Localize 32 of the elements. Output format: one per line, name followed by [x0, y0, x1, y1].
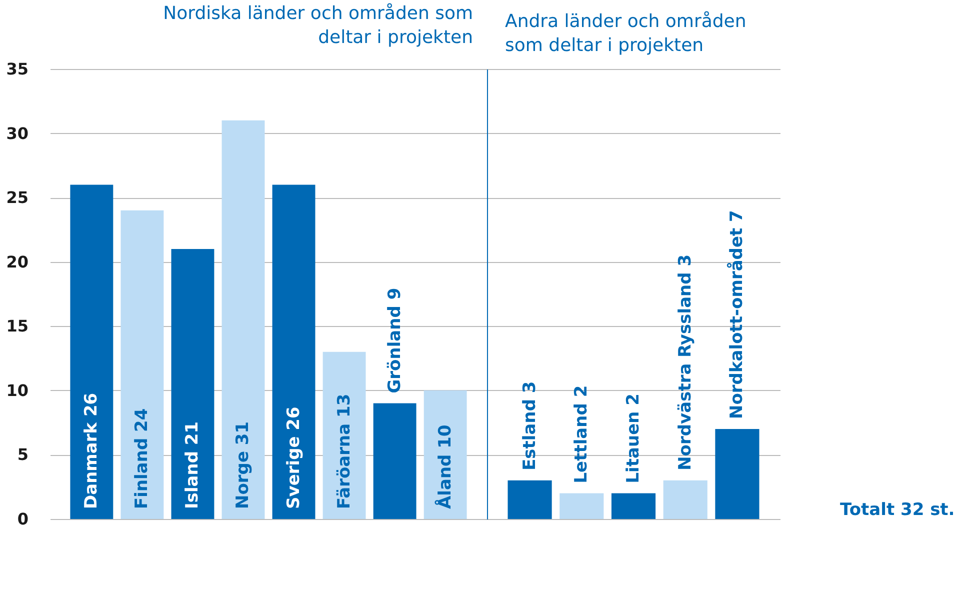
x-tick-label: Färöarna 13 — [334, 394, 354, 509]
category-label: Estland 3 — [520, 381, 540, 470]
category-label: Litauen 2 — [624, 394, 644, 484]
chart-title: Nordiska länder och områden som deltar i projekten — [163, 3, 473, 48]
y-tick-label: 30 — [6, 124, 28, 143]
y-tick-label: 25 — [6, 188, 28, 208]
bar — [322, 352, 366, 519]
bar — [424, 390, 467, 519]
y-tick-label: 15 — [6, 316, 28, 336]
category-label: Nordvästra Ryssland 3 — [675, 254, 696, 470]
bar — [171, 249, 214, 519]
y-tick-label: 10 — [6, 380, 28, 400]
x-tick-label: Finland 24 — [132, 408, 152, 509]
y-tick-label: 0 — [17, 510, 28, 528]
bar — [70, 184, 114, 519]
x-tick-label: Åland 10 — [434, 424, 456, 509]
x-tick-label: Danmark 26 — [82, 392, 102, 509]
y-tick-label: 5 — [17, 445, 28, 464]
text: Totalt 32 st. — [840, 500, 955, 520]
bar — [272, 184, 316, 519]
bar — [120, 210, 164, 519]
y-tick-label: 35 — [6, 60, 28, 78]
x-tick-label: Grönland 9 — [384, 288, 405, 394]
bar — [222, 120, 265, 519]
bar — [373, 403, 416, 519]
x-tick-label: Norge 31 — [233, 421, 254, 509]
chart-title: Andra länder och områden som deltar i projekten — [505, 11, 746, 56]
x-tick-label: Sverige 26 — [284, 406, 304, 509]
y-tick-label: 20 — [6, 252, 28, 272]
category-label: Nordkalott-området 7 — [727, 210, 748, 419]
x-tick-label: Island 21 — [182, 421, 203, 509]
category-label: Lettland 2 — [572, 385, 592, 484]
